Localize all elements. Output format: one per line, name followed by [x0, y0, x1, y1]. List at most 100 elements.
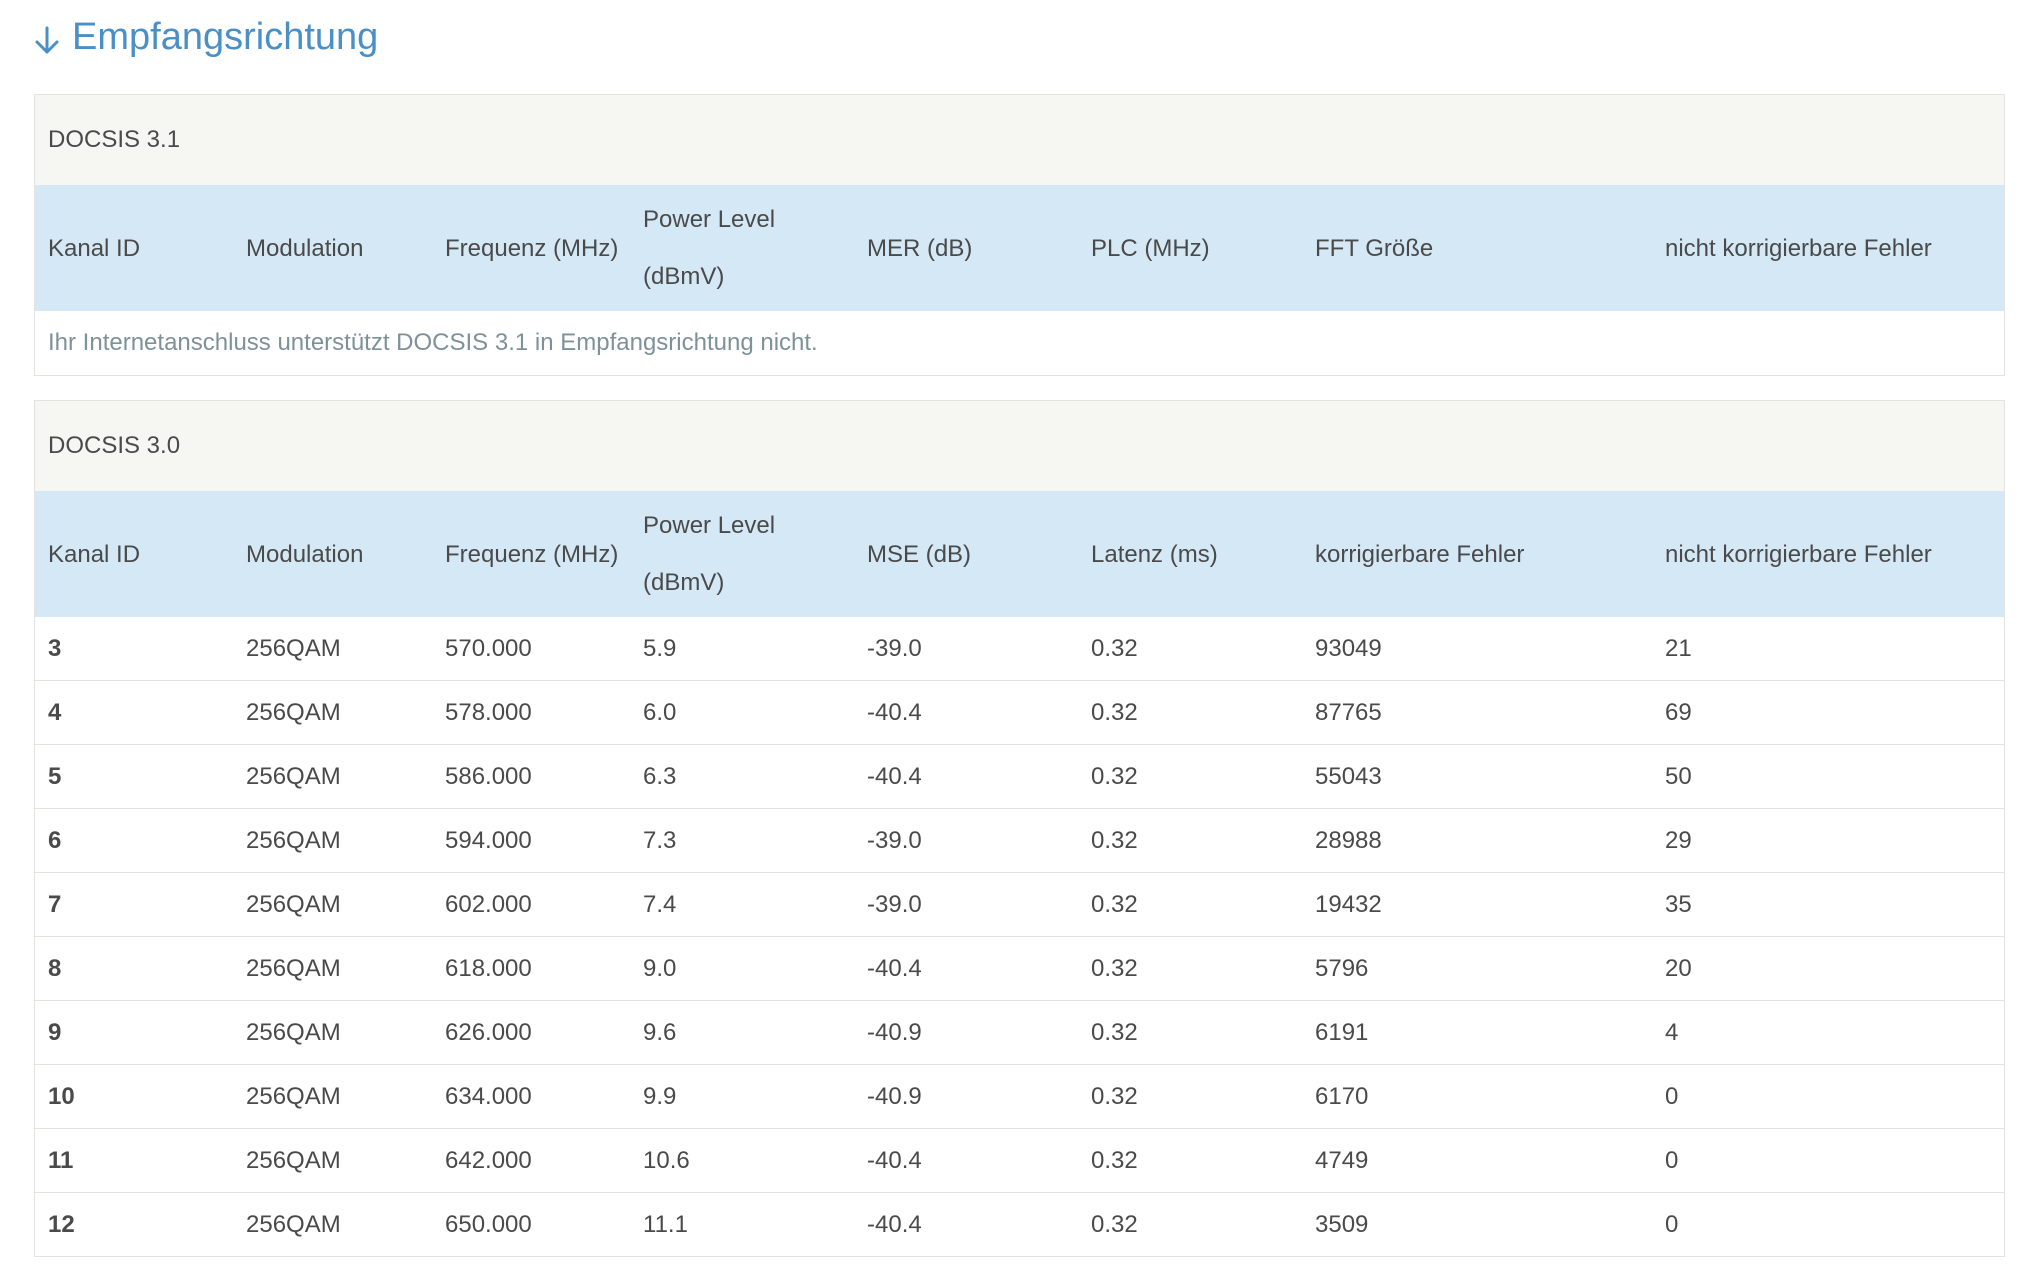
- docsis31-table: Kanal ID Modulation Frequenz (MHz) Power…: [35, 185, 2004, 376]
- power-level-cell: 11.1: [630, 1192, 854, 1257]
- mse-cell: -40.4: [854, 680, 1078, 745]
- latenz-cell: 0.32: [1078, 680, 1302, 745]
- column-header: PLC (MHz): [1091, 234, 1210, 262]
- column-header: korrigierbare Fehler: [1315, 540, 1525, 568]
- modulation-cell: 256QAM: [233, 744, 432, 809]
- latenz-cell: 0.32: [1078, 808, 1302, 873]
- latenz-cell: 0.32: [1078, 1192, 1302, 1257]
- power-level-cell: 6.3: [630, 744, 854, 809]
- column-header: Power Level (dBmV): [643, 206, 776, 290]
- latenz-cell: 0.32: [1078, 1128, 1302, 1193]
- column-header: nicht korrigierbare Fehler: [1665, 234, 1932, 262]
- mse-cell: -39.0: [854, 808, 1078, 873]
- mse-cell: -40.4: [854, 936, 1078, 1001]
- nicht-korrigierbare-fehler-cell: 50: [1652, 744, 2004, 809]
- power-level-cell: 7.3: [630, 808, 854, 873]
- table-row: 10 256QAM 634.000 9.9 -40.9 0.32 6170 0: [35, 1064, 2004, 1129]
- column-header: Modulation: [246, 234, 364, 262]
- nicht-korrigierbare-fehler-cell: 0: [1652, 1192, 2004, 1257]
- arrow-down-icon: [35, 26, 59, 54]
- section-heading: Empfangsrichtung: [34, 0, 2005, 74]
- page: Empfangsrichtung DOCSIS 3.1 Kanal ID Mod…: [34, 0, 2005, 1281]
- table-row: 3 256QAM 570.000 5.9 -39.0 0.32 93049 21: [35, 617, 2004, 681]
- nicht-korrigierbare-fehler-cell: 0: [1652, 1064, 2004, 1129]
- latenz-cell: 0.32: [1078, 936, 1302, 1001]
- frequenz-cell: 578.000: [432, 680, 630, 745]
- kanal-id-cell: 8: [35, 936, 233, 1001]
- column-header: Kanal ID: [48, 540, 141, 568]
- latenz-cell: 0.32: [1078, 744, 1302, 809]
- korrigierbare-fehler-cell: 93049: [1302, 617, 1652, 681]
- frequenz-cell: 618.000: [432, 936, 630, 1001]
- nicht-korrigierbare-fehler-cell: 35: [1652, 872, 2004, 937]
- mse-cell: -40.9: [854, 1000, 1078, 1065]
- frequenz-cell: 650.000: [432, 1192, 630, 1257]
- korrigierbare-fehler-cell: 28988: [1302, 808, 1652, 873]
- nicht-korrigierbare-fehler-cell: 0: [1652, 1128, 2004, 1193]
- docsis31-header-row: Kanal ID Modulation Frequenz (MHz) Power…: [35, 185, 2004, 311]
- nicht-korrigierbare-fehler-cell: 20: [1652, 936, 2004, 1001]
- nicht-korrigierbare-fehler-cell: 69: [1652, 680, 2004, 745]
- latenz-cell: 0.32: [1078, 1064, 1302, 1129]
- frequenz-cell: 626.000: [432, 1000, 630, 1065]
- korrigierbare-fehler-cell: 6191: [1302, 1000, 1652, 1065]
- modulation-cell: 256QAM: [233, 936, 432, 1001]
- frequenz-cell: 634.000: [432, 1064, 630, 1129]
- table-row: 4 256QAM 578.000 6.0 -40.4 0.32 87765 69: [35, 680, 2004, 745]
- korrigierbare-fehler-cell: 6170: [1302, 1064, 1652, 1129]
- docsis30-table: Kanal ID Modulation Frequenz (MHz) Power…: [35, 491, 2004, 1257]
- column-header: Frequenz (MHz): [445, 234, 619, 262]
- kanal-id-cell: 12: [35, 1192, 233, 1257]
- table-row: 11 256QAM 642.000 10.6 -40.4 0.32 4749 0: [35, 1128, 2004, 1193]
- kanal-id-cell: 11: [35, 1128, 233, 1193]
- modulation-cell: 256QAM: [233, 872, 432, 937]
- table-row: 5 256QAM 586.000 6.3 -40.4 0.32 55043 50: [35, 744, 2004, 809]
- table-row: 9 256QAM 626.000 9.6 -40.9 0.32 6191 4: [35, 1000, 2004, 1065]
- column-header: MER (dB): [867, 234, 973, 262]
- kanal-id-cell: 4: [35, 680, 233, 745]
- docsis30-title: DOCSIS 3.0: [35, 401, 2004, 491]
- korrigierbare-fehler-cell: 5796: [1302, 936, 1652, 1001]
- table-row: 6 256QAM 594.000 7.3 -39.0 0.32 28988 29: [35, 808, 2004, 873]
- table-row: 7 256QAM 602.000 7.4 -39.0 0.32 19432 35: [35, 872, 2004, 937]
- modulation-cell: 256QAM: [233, 1192, 432, 1257]
- modulation-cell: 256QAM: [233, 617, 432, 681]
- heading-title: Empfangsrichtung: [72, 15, 379, 58]
- mse-cell: -40.4: [854, 744, 1078, 809]
- frequenz-cell: 594.000: [432, 808, 630, 873]
- korrigierbare-fehler-cell: 87765: [1302, 680, 1652, 745]
- docsis30-header-row: Kanal ID Modulation Frequenz (MHz) Power…: [35, 491, 2004, 617]
- column-header: Power Level (dBmV): [643, 512, 776, 596]
- korrigierbare-fehler-cell: 55043: [1302, 744, 1652, 809]
- power-level-cell: 10.6: [630, 1128, 854, 1193]
- power-level-cell: 7.4: [630, 872, 854, 937]
- column-header: nicht korrigierbare Fehler: [1665, 540, 1932, 568]
- docsis31-title: DOCSIS 3.1: [35, 95, 2004, 185]
- kanal-id-cell: 9: [35, 1000, 233, 1065]
- kanal-id-cell: 5: [35, 744, 233, 809]
- nicht-korrigierbare-fehler-cell: 29: [1652, 808, 2004, 873]
- mse-cell: -40.4: [854, 1128, 1078, 1193]
- korrigierbare-fehler-cell: 3509: [1302, 1192, 1652, 1257]
- kanal-id-cell: 6: [35, 808, 233, 873]
- kanal-id-cell: 7: [35, 872, 233, 937]
- frequenz-cell: 570.000: [432, 617, 630, 681]
- power-level-cell: 9.9: [630, 1064, 854, 1129]
- latenz-cell: 0.32: [1078, 617, 1302, 681]
- frequenz-cell: 602.000: [432, 872, 630, 937]
- modulation-cell: 256QAM: [233, 1064, 432, 1129]
- frequenz-cell: 586.000: [432, 744, 630, 809]
- docsis31-panel: DOCSIS 3.1 Kanal ID Modulation Frequenz …: [34, 94, 2005, 376]
- mse-cell: -40.4: [854, 1192, 1078, 1257]
- column-header: Frequenz (MHz): [445, 540, 619, 568]
- table-row: 12 256QAM 650.000 11.1 -40.4 0.32 3509 0: [35, 1192, 2004, 1257]
- modulation-cell: 256QAM: [233, 1128, 432, 1193]
- column-header: Kanal ID: [48, 234, 141, 262]
- korrigierbare-fehler-cell: 19432: [1302, 872, 1652, 937]
- mse-cell: -39.0: [854, 872, 1078, 937]
- modulation-cell: 256QAM: [233, 680, 432, 745]
- latenz-cell: 0.32: [1078, 872, 1302, 937]
- power-level-cell: 5.9: [630, 617, 854, 681]
- column-header: Modulation: [246, 540, 364, 568]
- frequenz-cell: 642.000: [432, 1128, 630, 1193]
